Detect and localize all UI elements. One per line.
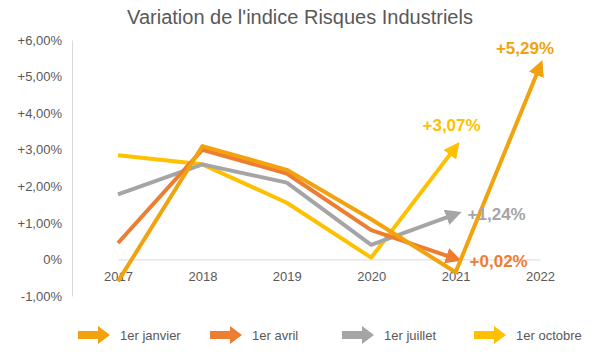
legend: 1er janvier 1er avril 1er juillet 1er octob… [78, 326, 582, 344]
lines [118, 66, 540, 281]
data-labels: +5,29% +0,02% +1,24% +3,07% [423, 39, 555, 271]
legend-symbol [78, 326, 110, 344]
y-axis: -1,00% 0% +1,00% +2,00% +3,00% +4,00% +5,00% +6… [18, 33, 73, 304]
y-tick-label: 0% [43, 252, 62, 267]
data-label: +1,24% [468, 205, 526, 224]
y-tick: +4,00% [18, 106, 72, 121]
legend-item: 1er octobre [474, 326, 582, 344]
y-tick-label: +3,00% [18, 142, 63, 157]
x-tick-label: 2018 [188, 269, 217, 284]
legend-label: 1er octobre [516, 328, 582, 343]
title: Variation de l'indice Risques Industriel… [127, 6, 473, 28]
y-tick: +5,00% [18, 69, 72, 84]
legend-label: 1er janvier [120, 328, 181, 343]
y-tick: 0% [43, 252, 72, 267]
x-tick: 2022 [526, 259, 555, 283]
y-tick: +2,00% [18, 179, 72, 194]
legend-item: 1er juillet [342, 326, 436, 344]
series-line [118, 164, 456, 244]
series-line [118, 66, 540, 281]
legend-item: 1er janvier [78, 326, 181, 344]
y-tick: +1,00% [18, 216, 72, 231]
legend-symbol [474, 326, 506, 344]
x-tick: 2019 [273, 259, 302, 283]
x-tick-label: 2019 [273, 269, 302, 284]
y-tick: +3,00% [18, 142, 72, 157]
x-tick: 2020 [357, 259, 386, 283]
data-label: +3,07% [423, 116, 481, 135]
y-tick-label: +1,00% [18, 216, 63, 231]
y-axis-line [72, 41, 73, 297]
y-tick-label: +5,00% [18, 69, 63, 84]
y-tick-label: -1,00% [21, 289, 63, 304]
data-label: +5,29% [496, 39, 554, 58]
x-tick-label: 2020 [357, 269, 386, 284]
data-label: +0,02% [470, 252, 528, 271]
legend-symbol [342, 326, 374, 344]
legend-label: 1er juillet [384, 328, 436, 343]
x-tick: 2018 [188, 259, 217, 283]
y-tick-label: +4,00% [18, 106, 63, 121]
y-tick: +6,00% [18, 33, 72, 48]
y-tick-label: +6,00% [18, 33, 63, 48]
legend-symbol [210, 326, 242, 344]
chart: Variation de l'indice Risques Industriel… [0, 0, 600, 360]
y-tick-label: +2,00% [18, 179, 63, 194]
legend-label: 1er avril [252, 328, 298, 343]
x-tick-label: 2022 [526, 269, 555, 284]
legend-item: 1er avril [210, 326, 298, 344]
y-tick: -1,00% [21, 289, 72, 304]
